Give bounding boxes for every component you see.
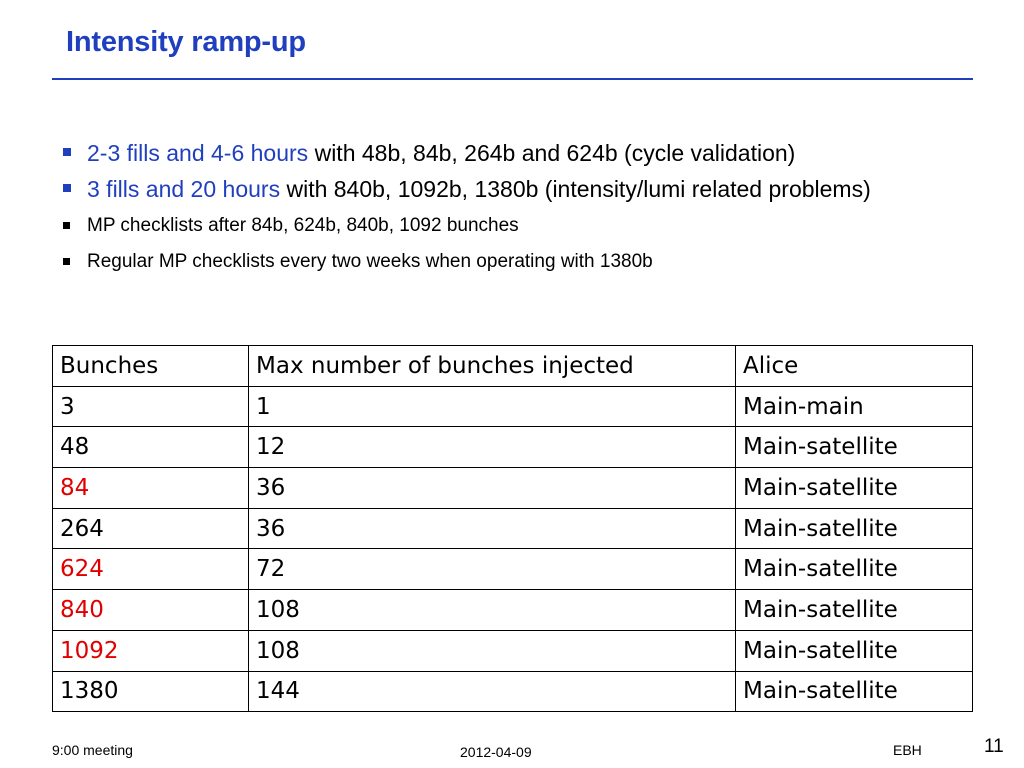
cell-alice: Main-satellite	[735, 670, 973, 713]
square-bullet-icon	[63, 148, 71, 156]
cell-bunches: 1380	[52, 670, 249, 713]
title-divider	[52, 78, 973, 80]
cell-bunches: 840	[52, 589, 249, 631]
table-row: 1380 144 Main-satellite	[52, 670, 973, 713]
table-row: 48 12 Main-satellite	[52, 426, 973, 469]
table-row: 624 72 Main-satellite	[52, 548, 973, 591]
cell-alice: Main-satellite	[735, 548, 973, 591]
bullet-text: Regular MP checklists every two weeks wh…	[87, 251, 653, 272]
bullet-item: Regular MP checklists every two weeks wh…	[60, 244, 970, 280]
footer-meeting: 9:00 meeting	[52, 742, 133, 758]
bullet-list: 2-3 fills and 4-6 hours with 48b, 84b, 2…	[60, 136, 970, 280]
cell-alice: Main-satellite	[735, 467, 973, 509]
cell-bunches: 264	[52, 507, 249, 550]
square-bullet-icon	[63, 258, 70, 265]
cell-alice: Main-satellite	[735, 589, 973, 631]
table-row: 264 36 Main-satellite	[52, 507, 973, 550]
bullet-item: 2-3 fills and 4-6 hours with 48b, 84b, 2…	[60, 136, 970, 170]
bullet-highlight: 2-3 fills and 4-6 hours	[87, 140, 309, 166]
table-row: 84 36 Main-satellite	[52, 467, 973, 509]
table-row: 1092 108 Main-satellite	[52, 629, 973, 672]
cell-max-injected: 108	[248, 629, 736, 672]
cell-alice: Main-satellite	[735, 507, 973, 550]
cell-alice: Main-main	[735, 385, 973, 428]
cell-alice: Main-satellite	[735, 426, 973, 469]
table-header-row: Bunches Max number of bunches injected A…	[52, 345, 973, 387]
cell-bunches: 3	[52, 385, 249, 428]
cell-max-injected: 72	[248, 548, 736, 591]
cell-bunches: 1092	[52, 629, 249, 672]
cell-max-injected: 1	[248, 385, 736, 428]
cell-max-injected: 108	[248, 589, 736, 631]
square-bullet-icon	[63, 184, 71, 192]
cell-bunches: 48	[52, 426, 249, 469]
table-row: 3 1 Main-main	[52, 385, 973, 428]
column-header-alice: Alice	[735, 345, 973, 387]
table-body: 3 1 Main-main 48 12 Main-satellite 84 36 Main-sa…	[52, 385, 973, 713]
bullet-item: MP checklists after 84b, 624b, 840b, 109…	[60, 208, 970, 244]
bunches-table: Bunches Max number of bunches injected A…	[52, 345, 973, 713]
cell-max-injected: 144	[248, 670, 736, 713]
cell-alice: Main-satellite	[735, 629, 973, 672]
cell-max-injected: 12	[248, 426, 736, 469]
cell-bunches: 84	[52, 467, 249, 509]
column-header-bunches: Bunches	[52, 345, 249, 387]
page-number: 11	[984, 736, 1004, 757]
footer-author: EBH	[893, 742, 922, 758]
bullet-item: 3 fills and 20 hours with 840b, 1092b, 1…	[60, 172, 970, 206]
slide-title: Intensity ramp-up	[66, 26, 306, 58]
column-header-max-injected: Max number of bunches injected	[248, 345, 736, 387]
bullet-text: with 840b, 1092b, 1380b (intensity/lumi …	[280, 176, 871, 202]
cell-max-injected: 36	[248, 467, 736, 509]
bullet-text: MP checklists after 84b, 624b, 840b, 109…	[87, 215, 519, 236]
table-row: 840 108 Main-satellite	[52, 589, 973, 631]
cell-bunches: 624	[52, 548, 249, 591]
square-bullet-icon	[63, 222, 70, 229]
bullet-highlight: 3 fills and 20 hours	[87, 176, 281, 202]
cell-max-injected: 36	[248, 507, 736, 550]
bullet-text: with 48b, 84b, 264b and 624b (cycle vali…	[308, 140, 796, 166]
footer-date: 2012-04-09	[460, 744, 532, 760]
